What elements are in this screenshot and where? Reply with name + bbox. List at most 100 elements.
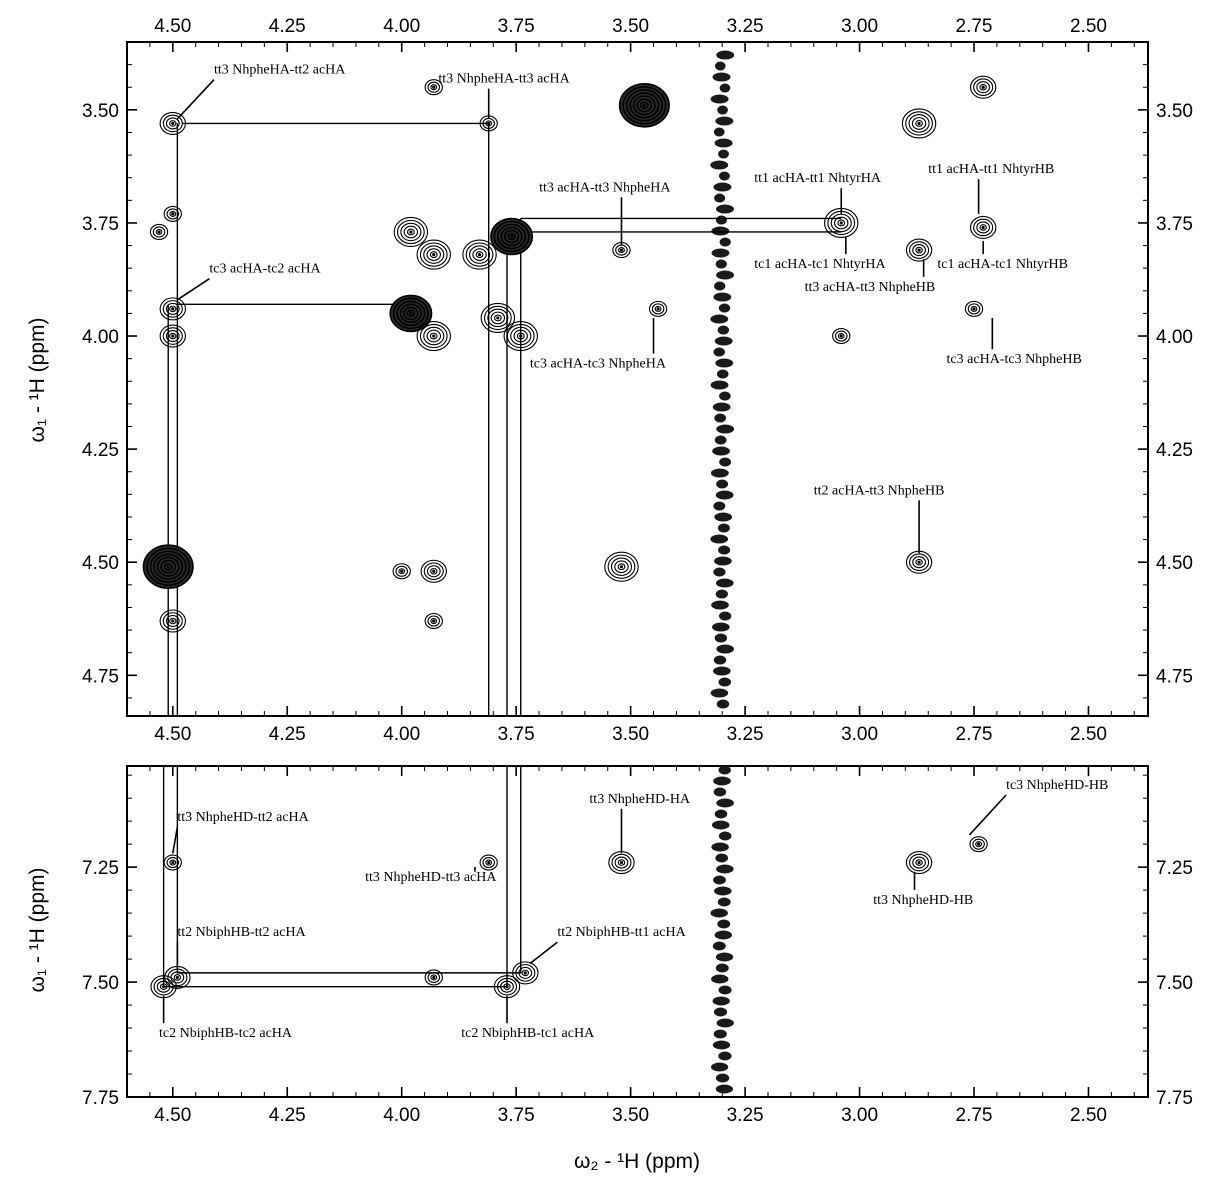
peak-center — [432, 569, 436, 573]
x-tick-label: 2.50 — [1070, 1105, 1107, 1126]
ridge-blob — [716, 204, 734, 214]
y-tick-label-right: 4.25 — [1156, 440, 1193, 461]
contour-ring — [159, 609, 186, 633]
ridge-blob — [716, 1018, 734, 1028]
ridge-blob — [715, 963, 729, 973]
contour-ring — [427, 615, 441, 627]
ridge-blob — [712, 996, 730, 1006]
ridge-blob — [719, 391, 731, 401]
ridge-blob — [718, 171, 730, 181]
ridge-blob — [713, 776, 731, 786]
peak-annotation: tt3 NhpheHA-tt2 acHA — [214, 63, 346, 78]
annotation-pointer — [176, 79, 215, 120]
contour-ring — [632, 95, 656, 116]
assignment-connector — [181, 122, 490, 716]
contour-ring — [475, 251, 484, 259]
bottom-panel-axes: 4.50 4.25 4.00 3.75 3.50 3.25 3.00 2.75 2.50 7.25… — [82, 765, 1193, 1126]
cross-peak — [164, 965, 191, 990]
contour-ring — [967, 303, 981, 315]
contour-ring — [169, 120, 177, 127]
ridge-blob — [715, 215, 727, 225]
x-tick-label: 4.25 — [269, 1105, 306, 1126]
contour-ring — [485, 859, 493, 866]
contour-ring — [160, 559, 177, 574]
peak-center — [976, 842, 981, 846]
cross-peak — [503, 320, 538, 352]
contour-ring — [915, 859, 923, 866]
contour-ring — [614, 560, 629, 574]
ridge-blob — [714, 61, 726, 71]
contour-ring — [392, 563, 411, 580]
contour-ring — [607, 554, 636, 579]
contour-ring — [152, 226, 166, 238]
contour-ring — [465, 242, 494, 267]
ridge-blob — [710, 688, 729, 698]
contour-ring — [837, 219, 846, 227]
contour-ring — [165, 329, 180, 343]
ridge-blob — [715, 1084, 733, 1094]
contour-ring — [654, 305, 662, 312]
x-tick-label: 4.50 — [154, 1105, 191, 1126]
contour-ring — [423, 562, 444, 581]
contour-ring — [173, 974, 182, 981]
peak-annotation: tc1 acHA-tc1 NhtyrHB — [937, 257, 1068, 272]
contour-ring — [424, 612, 443, 630]
ridge-blob — [713, 1029, 727, 1039]
contour-ring — [912, 556, 926, 569]
contour-ring — [153, 553, 184, 580]
cross-peak — [424, 969, 443, 986]
contour-ring — [837, 332, 845, 340]
contour-ring — [480, 302, 516, 333]
ridge-blob — [718, 303, 731, 313]
peak-center — [175, 975, 179, 980]
peak-center — [619, 860, 624, 865]
contour-ring — [396, 219, 425, 245]
y-tick-label-right: 7.50 — [1156, 973, 1193, 994]
ridge-blob — [712, 446, 730, 456]
cross-peak — [416, 320, 451, 352]
cross-peak — [604, 551, 639, 582]
annotation-pointer — [176, 278, 210, 301]
ridge-blob — [711, 248, 730, 258]
cross-peak — [901, 108, 937, 139]
peak-annotation: tt1 acHA-tt1 NhtyrHA — [754, 171, 882, 186]
cross-peak — [416, 239, 451, 270]
ridge-blob — [713, 501, 726, 511]
contour-ring — [483, 305, 512, 331]
contour-ring — [911, 117, 927, 130]
y-tick-label-left: 7.25 — [82, 858, 119, 879]
peak-annotation: tt3 acHA-tt3 NhpheHB — [805, 280, 936, 295]
ridge-blob — [714, 930, 733, 940]
contour-ring — [169, 210, 177, 217]
peak-center — [487, 860, 491, 865]
ridge-blob — [715, 259, 727, 269]
contour-ring — [162, 327, 183, 345]
contour-ring — [398, 568, 406, 575]
x-tick-label: 4.25 — [269, 724, 306, 745]
contour-ring — [430, 974, 438, 981]
assignment-connector — [162, 766, 508, 988]
bottom-panel-y-axis-label: ω₁ - ¹H (ppm) — [26, 868, 49, 993]
y-tick-label-right: 4.50 — [1156, 553, 1193, 574]
ridge-blob — [710, 380, 729, 390]
ridge-blob — [718, 985, 732, 995]
y-tick-label-right: 7.75 — [1156, 1088, 1193, 1109]
ridge-blob — [711, 842, 729, 852]
contour-ring — [485, 120, 493, 127]
ridge-blob — [717, 523, 730, 533]
contour-ring — [468, 245, 491, 264]
peak-center — [981, 225, 985, 230]
ridge-blob — [714, 281, 726, 291]
axis-titles: ω₁ - ¹H (ppm) ω₁ - ¹H (ppm) ω₂ - ¹H (ppm… — [26, 318, 700, 1173]
top-panel-plot: tt3 NhpheHA-tt2 acHA tt3 NhpheHA-tt3 acHA… — [142, 50, 1082, 716]
contour-ring — [427, 81, 441, 93]
peak-center — [166, 565, 170, 569]
cross-peak — [159, 111, 186, 135]
ridge-blob — [711, 226, 730, 236]
ridge-blob — [713, 182, 732, 192]
y-tick-label-left: 7.50 — [82, 973, 119, 994]
contour-ring — [416, 239, 451, 270]
contour-ring — [617, 859, 626, 866]
contour-ring — [908, 114, 930, 133]
peak-center — [656, 307, 660, 311]
